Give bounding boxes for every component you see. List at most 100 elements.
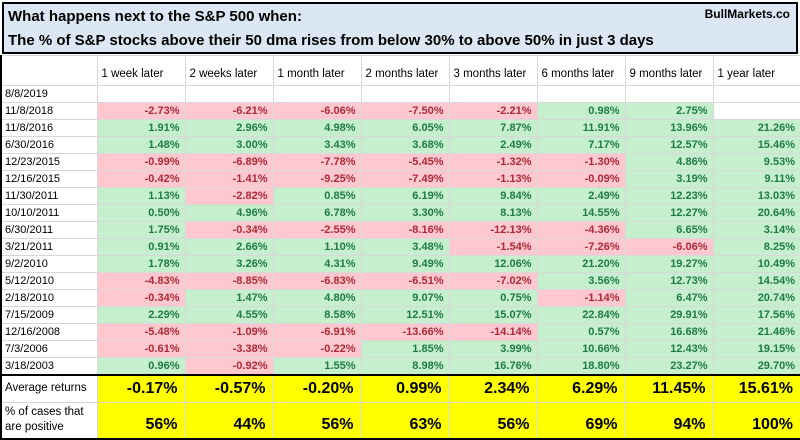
return-cell[interactable]: 9.11%: [712, 170, 800, 188]
date-cell[interactable]: 10/10/2011: [0, 204, 98, 222]
return-cell[interactable]: -7.02%: [448, 272, 538, 290]
return-cell[interactable]: -3.38%: [184, 340, 274, 358]
return-cell[interactable]: -4.83%: [96, 272, 186, 290]
return-cell[interactable]: [272, 85, 362, 103]
return-cell[interactable]: 8.98%: [360, 357, 450, 375]
return-cell[interactable]: -7.78%: [272, 153, 362, 171]
return-cell[interactable]: 21.20%: [536, 255, 626, 273]
return-cell[interactable]: 21.26%: [712, 119, 800, 137]
return-cell[interactable]: 2.29%: [96, 306, 186, 324]
return-cell[interactable]: [624, 85, 714, 103]
return-cell[interactable]: 23.27%: [624, 357, 714, 375]
return-cell[interactable]: 0.75%: [448, 289, 538, 307]
return-cell[interactable]: 15.07%: [448, 306, 538, 324]
date-cell[interactable]: 5/12/2010: [0, 272, 98, 290]
return-cell[interactable]: [96, 85, 186, 103]
percent-positive-row-label[interactable]: % of cases that are positive: [0, 402, 98, 440]
return-cell[interactable]: 19.27%: [624, 255, 714, 273]
return-cell[interactable]: 14.55%: [536, 204, 626, 222]
return-cell[interactable]: [712, 85, 800, 103]
percent-positive-row-value-cell[interactable]: 63%: [360, 402, 450, 440]
return-cell[interactable]: 0.91%: [96, 238, 186, 256]
return-cell[interactable]: -6.91%: [272, 323, 362, 341]
return-cell[interactable]: 2.49%: [448, 136, 538, 154]
percent-positive-row-value-cell[interactable]: 94%: [624, 402, 714, 440]
return-cell[interactable]: 29.70%: [712, 357, 800, 375]
percent-positive-row-value-cell[interactable]: 69%: [536, 402, 626, 440]
return-cell[interactable]: 29.91%: [624, 306, 714, 324]
average-returns-row-value-cell[interactable]: 15.61%: [712, 373, 800, 403]
return-cell[interactable]: 6.65%: [624, 221, 714, 239]
return-cell[interactable]: -1.41%: [184, 170, 274, 188]
date-cell[interactable]: 2/18/2010: [0, 289, 98, 307]
return-cell[interactable]: 12.23%: [624, 187, 714, 205]
return-cell[interactable]: 3.56%: [536, 272, 626, 290]
return-cell[interactable]: 4.96%: [184, 204, 274, 222]
return-cell[interactable]: 17.56%: [712, 306, 800, 324]
return-cell[interactable]: 1.10%: [272, 238, 362, 256]
return-cell[interactable]: 0.96%: [96, 357, 186, 375]
column-header[interactable]: 1 year later: [712, 55, 800, 86]
return-cell[interactable]: [360, 85, 450, 103]
average-returns-row-value-cell[interactable]: 11.45%: [624, 373, 714, 403]
return-cell[interactable]: -1.30%: [536, 153, 626, 171]
return-cell[interactable]: 6.05%: [360, 119, 450, 137]
return-cell[interactable]: -0.92%: [184, 357, 274, 375]
return-cell[interactable]: 2.96%: [184, 119, 274, 137]
average-returns-row-value-cell[interactable]: -0.57%: [184, 373, 274, 403]
return-cell[interactable]: -8.16%: [360, 221, 450, 239]
return-cell[interactable]: 4.98%: [272, 119, 362, 137]
average-returns-row-value-cell[interactable]: 6.29%: [536, 373, 626, 403]
return-cell[interactable]: 10.66%: [536, 340, 626, 358]
return-cell[interactable]: 22.84%: [536, 306, 626, 324]
return-cell[interactable]: 8.25%: [712, 238, 800, 256]
column-header[interactable]: 2 weeks later: [184, 55, 274, 86]
return-cell[interactable]: 15.46%: [712, 136, 800, 154]
return-cell[interactable]: 3.30%: [360, 204, 450, 222]
return-cell[interactable]: 9.53%: [712, 153, 800, 171]
return-cell[interactable]: 3.26%: [184, 255, 274, 273]
return-cell[interactable]: 12.06%: [448, 255, 538, 273]
percent-positive-row-value-cell[interactable]: 44%: [184, 402, 274, 440]
return-cell[interactable]: 13.03%: [712, 187, 800, 205]
return-cell[interactable]: 11.91%: [536, 119, 626, 137]
percent-positive-row-value-cell[interactable]: 56%: [448, 402, 538, 440]
return-cell[interactable]: -9.25%: [272, 170, 362, 188]
return-cell[interactable]: 14.54%: [712, 272, 800, 290]
return-cell[interactable]: 4.31%: [272, 255, 362, 273]
return-cell[interactable]: [184, 85, 274, 103]
return-cell[interactable]: 3.19%: [624, 170, 714, 188]
return-cell[interactable]: -5.45%: [360, 153, 450, 171]
return-cell[interactable]: -0.09%: [536, 170, 626, 188]
return-cell[interactable]: -2.21%: [448, 102, 538, 120]
return-cell[interactable]: -4.36%: [536, 221, 626, 239]
return-cell[interactable]: -7.49%: [360, 170, 450, 188]
average-returns-row-value-cell[interactable]: 0.99%: [360, 373, 450, 403]
return-cell[interactable]: 0.98%: [536, 102, 626, 120]
return-cell[interactable]: 1.91%: [96, 119, 186, 137]
average-returns-row-label[interactable]: Average returns: [0, 373, 98, 403]
return-cell[interactable]: 12.27%: [624, 204, 714, 222]
return-cell[interactable]: -0.34%: [96, 289, 186, 307]
return-cell[interactable]: -5.48%: [96, 323, 186, 341]
return-cell[interactable]: -0.22%: [272, 340, 362, 358]
return-cell[interactable]: -0.34%: [184, 221, 274, 239]
return-cell[interactable]: -1.13%: [448, 170, 538, 188]
return-cell[interactable]: 7.87%: [448, 119, 538, 137]
return-cell[interactable]: 1.75%: [96, 221, 186, 239]
return-cell[interactable]: 3.48%: [360, 238, 450, 256]
return-cell[interactable]: 4.80%: [272, 289, 362, 307]
return-cell[interactable]: 9.84%: [448, 187, 538, 205]
return-cell[interactable]: -2.82%: [184, 187, 274, 205]
return-cell[interactable]: [448, 85, 538, 103]
return-cell[interactable]: 12.57%: [624, 136, 714, 154]
date-cell[interactable]: 7/15/2009: [0, 306, 98, 324]
return-cell[interactable]: -0.99%: [96, 153, 186, 171]
return-cell[interactable]: 18.80%: [536, 357, 626, 375]
return-cell[interactable]: 19.15%: [712, 340, 800, 358]
return-cell[interactable]: -12.13%: [448, 221, 538, 239]
column-header[interactable]: 1 month later: [272, 55, 362, 86]
percent-positive-row-value-cell[interactable]: 100%: [712, 402, 800, 440]
return-cell[interactable]: -7.26%: [536, 238, 626, 256]
return-cell[interactable]: 9.07%: [360, 289, 450, 307]
